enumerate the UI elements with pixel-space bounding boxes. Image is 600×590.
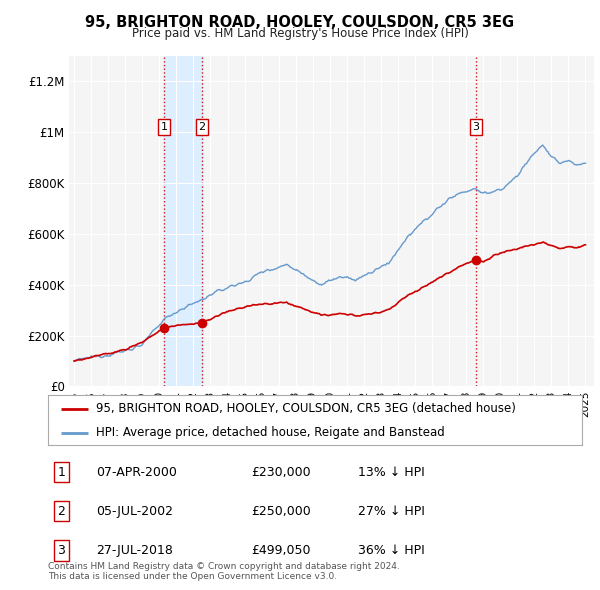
Text: 1: 1 bbox=[58, 466, 65, 478]
Text: 2: 2 bbox=[58, 504, 65, 517]
Text: 3: 3 bbox=[58, 544, 65, 557]
Text: HPI: Average price, detached house, Reigate and Banstead: HPI: Average price, detached house, Reig… bbox=[96, 427, 445, 440]
Text: 27-JUL-2018: 27-JUL-2018 bbox=[96, 544, 173, 557]
Text: 95, BRIGHTON ROAD, HOOLEY, COULSDON, CR5 3EG: 95, BRIGHTON ROAD, HOOLEY, COULSDON, CR5… bbox=[85, 15, 515, 30]
Text: 3: 3 bbox=[472, 122, 479, 132]
Text: 05-JUL-2002: 05-JUL-2002 bbox=[96, 504, 173, 517]
Text: £230,000: £230,000 bbox=[251, 466, 311, 478]
Text: 95, BRIGHTON ROAD, HOOLEY, COULSDON, CR5 3EG (detached house): 95, BRIGHTON ROAD, HOOLEY, COULSDON, CR5… bbox=[96, 402, 516, 415]
Text: £250,000: £250,000 bbox=[251, 504, 311, 517]
Text: £499,050: £499,050 bbox=[251, 544, 310, 557]
Text: Price paid vs. HM Land Registry's House Price Index (HPI): Price paid vs. HM Land Registry's House … bbox=[131, 27, 469, 40]
Text: 36% ↓ HPI: 36% ↓ HPI bbox=[358, 544, 424, 557]
Text: 1: 1 bbox=[160, 122, 167, 132]
Text: Contains HM Land Registry data © Crown copyright and database right 2024.
This d: Contains HM Land Registry data © Crown c… bbox=[48, 562, 400, 581]
Text: 2: 2 bbox=[199, 122, 206, 132]
Text: 07-APR-2000: 07-APR-2000 bbox=[96, 466, 177, 478]
Text: 27% ↓ HPI: 27% ↓ HPI bbox=[358, 504, 425, 517]
Text: 13% ↓ HPI: 13% ↓ HPI bbox=[358, 466, 424, 478]
Bar bbox=[164, 56, 202, 386]
